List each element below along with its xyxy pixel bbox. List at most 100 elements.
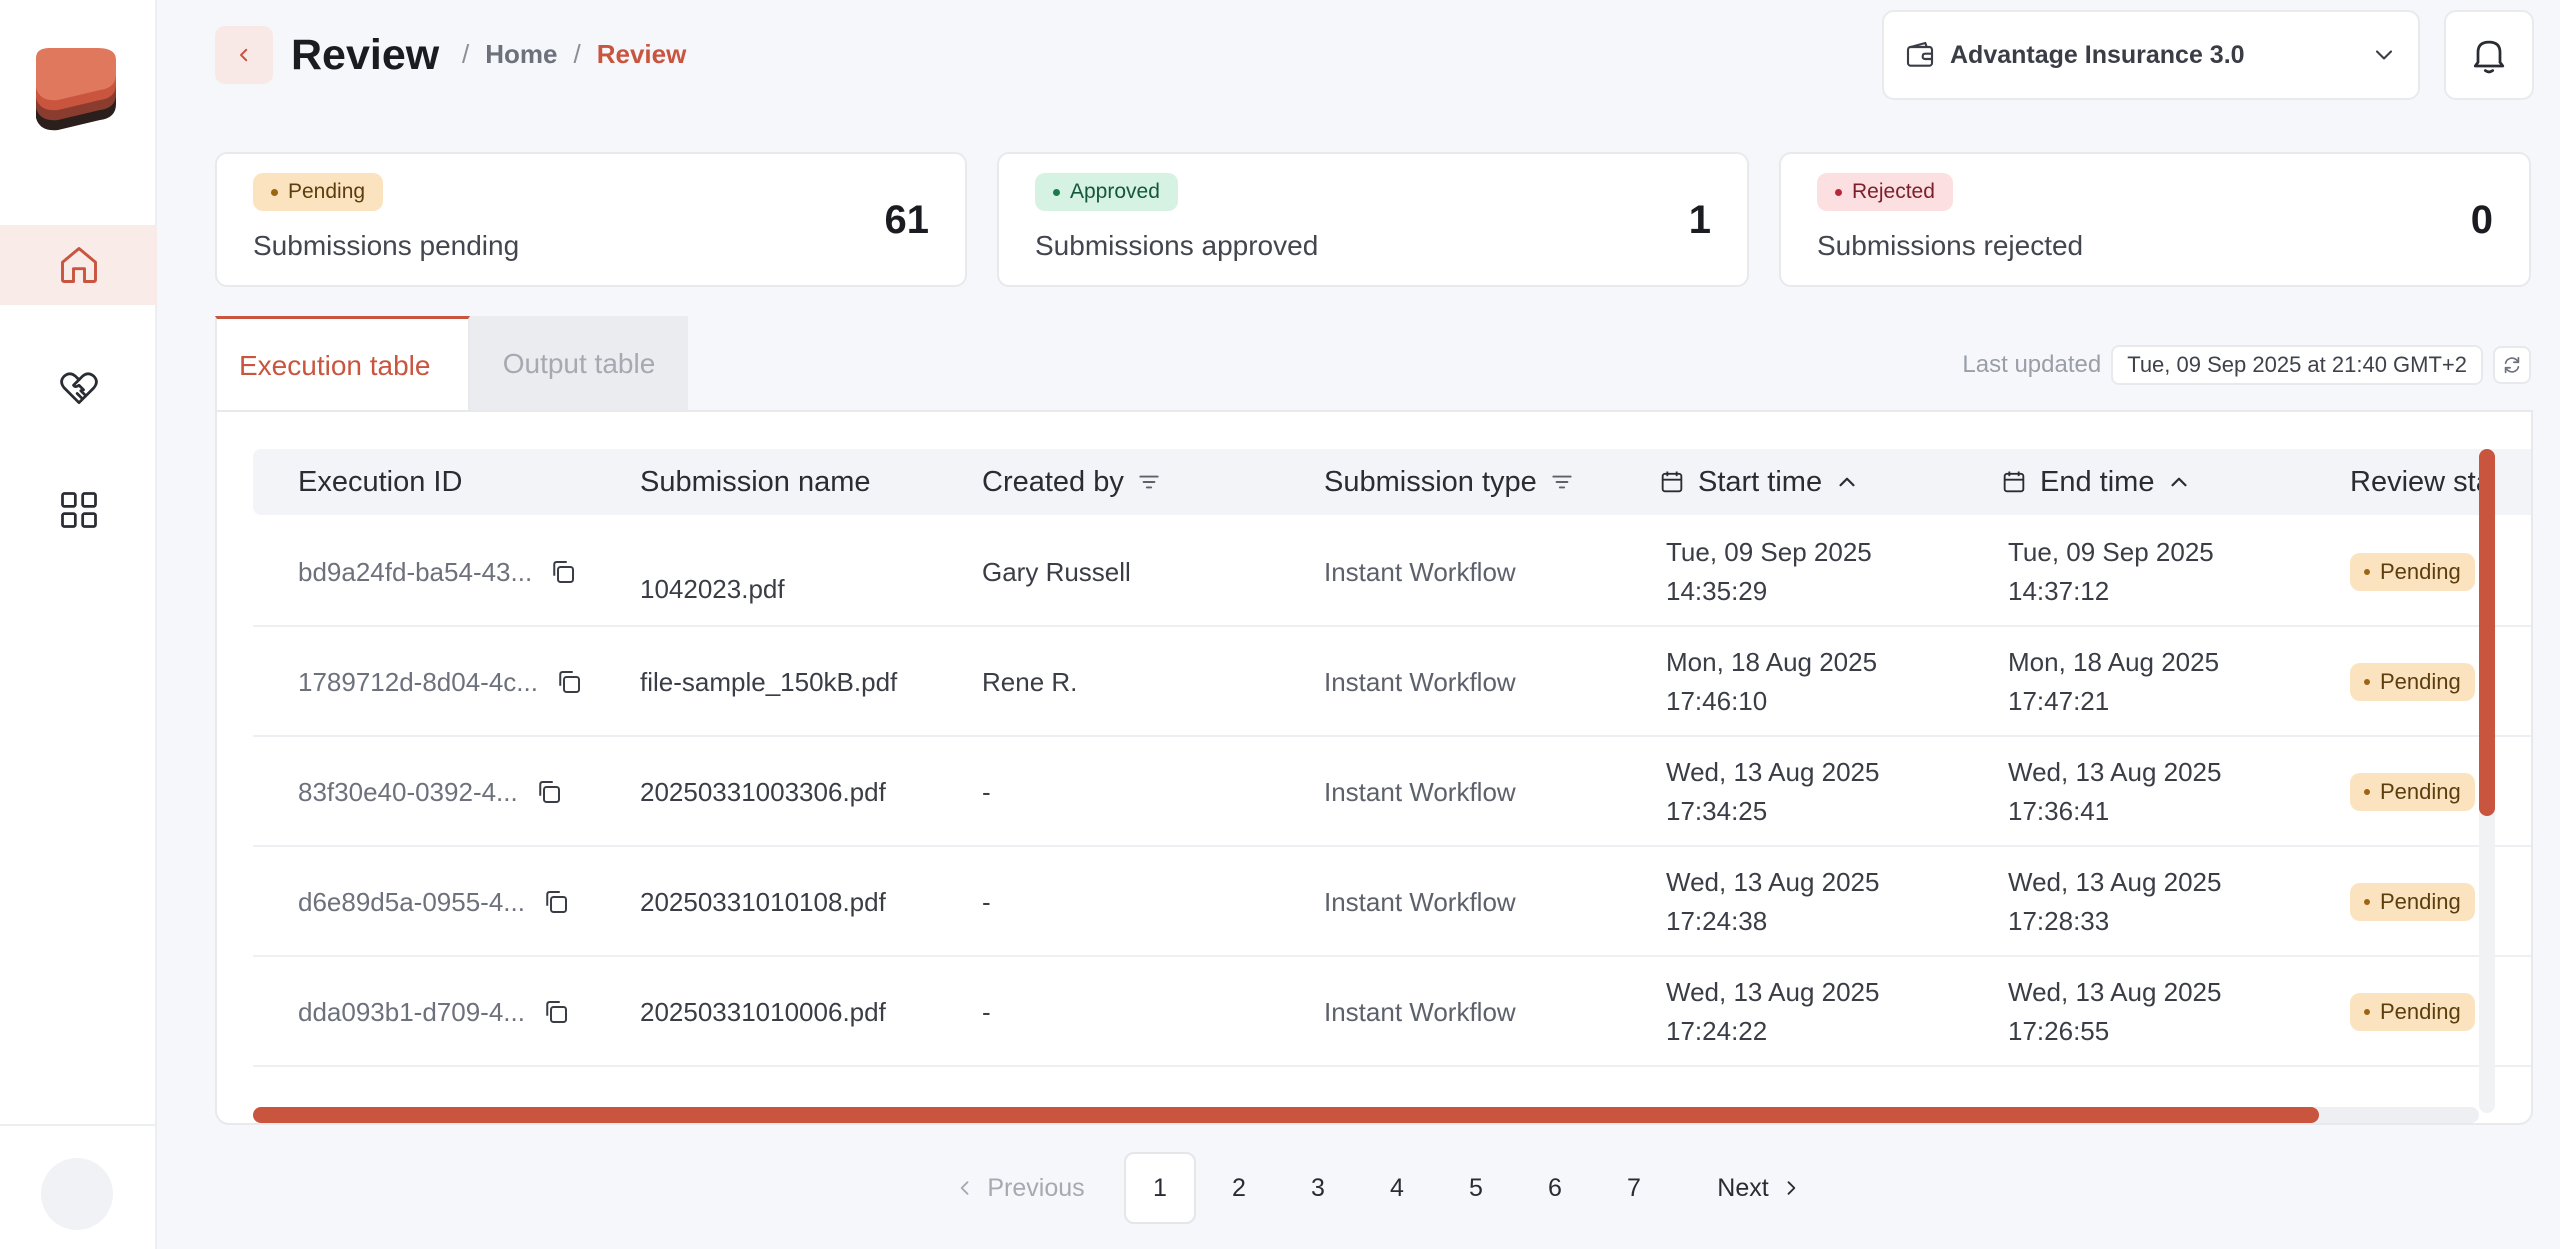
- horizontal-scrollbar-thumb[interactable]: [253, 1107, 2319, 1123]
- table-row[interactable]: 83f30e40-0392-4... 20250331003306.pdf - …: [253, 737, 2531, 847]
- status-dot: [2364, 569, 2370, 575]
- chevron-up-icon[interactable]: [1834, 469, 1860, 495]
- tab-execution-table[interactable]: Execution table: [215, 316, 470, 412]
- grid-icon: [60, 492, 97, 528]
- calendar-icon: [2003, 471, 2025, 493]
- sidebar-item-home[interactable]: [0, 225, 157, 305]
- start-clock: 17:24:22: [1666, 1016, 1768, 1046]
- copy-button[interactable]: [554, 667, 584, 697]
- execution-id-cell: dda093b1-d709-4...: [298, 957, 571, 1067]
- breadcrumb-home[interactable]: Home: [485, 39, 558, 69]
- wallet-icon: [1906, 41, 1934, 67]
- breadcrumb-separator: /: [462, 39, 470, 69]
- next-label: Next: [1717, 1173, 1769, 1202]
- status-dot: [1053, 188, 1060, 196]
- table-row[interactable]: 1789712d-8d04-4c... file-sample_150kB.pd…: [253, 627, 2531, 737]
- status-badge: Pending: [2350, 883, 2475, 921]
- refresh-button[interactable]: [2493, 346, 2531, 384]
- sidebar-item-dashboard[interactable]: [0, 470, 157, 550]
- table-row[interactable]: d6e89d5a-0955-4... 20250331010108.pdf - …: [253, 847, 2531, 957]
- last-updated-label: Last updated: [1962, 351, 2102, 378]
- tab-output-table[interactable]: Output table: [470, 316, 688, 412]
- column-header-end-time[interactable]: End time: [2000, 449, 2192, 515]
- back-button[interactable]: [215, 26, 273, 84]
- start-date: Wed, 13 Aug 2025: [1666, 757, 1880, 787]
- end-time: Wed, 13 Aug 2025 17:28:33: [2008, 847, 2221, 957]
- status-badge: Pending: [2350, 553, 2475, 591]
- copy-button[interactable]: [541, 997, 571, 1027]
- vertical-scrollbar-thumb[interactable]: [2479, 449, 2495, 816]
- status-dot: [271, 188, 278, 196]
- status-dot: [2364, 899, 2370, 905]
- page-button[interactable]: 7: [1627, 1173, 1641, 1202]
- end-date: Tue, 09 Sep 2025: [2008, 537, 2214, 567]
- submission-name: 20250331010108.pdf: [640, 886, 886, 917]
- column-header-review-status[interactable]: Review sta: [2350, 449, 2492, 515]
- column-header-execution-id[interactable]: Execution ID: [298, 449, 462, 515]
- status-badge-label: Pending: [2380, 779, 2461, 804]
- sidebar-item-partners[interactable]: [0, 348, 157, 428]
- previous-page-button[interactable]: Previous: [950, 1152, 1090, 1224]
- chevron-up-icon[interactable]: [2166, 469, 2192, 495]
- page-button[interactable]: 2: [1232, 1173, 1246, 1202]
- page-button[interactable]: 5: [1469, 1173, 1483, 1202]
- end-date: Wed, 13 Aug 2025: [2008, 867, 2222, 897]
- filter-icon[interactable]: [1549, 469, 1575, 495]
- page-button[interactable]: 6: [1548, 1173, 1562, 1202]
- column-header-submission-type[interactable]: Submission type: [1324, 449, 1575, 515]
- created-by: -: [982, 996, 991, 1027]
- filter-icon[interactable]: [1136, 469, 1162, 495]
- stat-count: 61: [884, 198, 930, 242]
- execution-id-cell: 1789712d-8d04-4c...: [298, 627, 584, 737]
- start-clock: 17:24:38: [1666, 906, 1768, 936]
- status-dot: [2364, 789, 2370, 795]
- status-badge: Pending: [253, 173, 384, 211]
- table-row[interactable]: dda093b1-d709-4... 20250331010006.pdf - …: [253, 957, 2531, 1067]
- organization-select[interactable]: Advantage Insurance 3.0: [1882, 10, 2420, 100]
- review-status-cell: Pending: [2350, 847, 2475, 957]
- copy-button[interactable]: [534, 777, 564, 807]
- page-button[interactable]: 3: [1311, 1173, 1325, 1202]
- copy-button[interactable]: [541, 887, 571, 917]
- end-time: Wed, 13 Aug 2025 17:36:41: [2008, 737, 2221, 847]
- execution-id-cell: d6e89d5a-0955-4...: [298, 847, 571, 957]
- user-avatar[interactable]: [41, 1158, 113, 1230]
- last-updated: Last updated Tue, 09 Sep 2025 at 21:40 G…: [1962, 345, 2531, 385]
- copy-button[interactable]: [548, 557, 578, 587]
- status-badge-label: Approved: [1070, 180, 1160, 203]
- home-icon: [60, 247, 97, 283]
- refresh-icon: [2504, 356, 2520, 374]
- start-time: Wed, 13 Aug 2025 17:34:25: [1666, 737, 1879, 847]
- handshake-icon: [59, 372, 98, 405]
- status-dot: [1835, 188, 1842, 196]
- column-header-submission-name[interactable]: Submission name: [640, 449, 871, 515]
- stat-card-approved: Approved Submissions approved 1: [997, 152, 1749, 287]
- start-date: Mon, 18 Aug 2025: [1666, 647, 1878, 677]
- page-title: Review: [291, 31, 440, 79]
- stat-count: 1: [1688, 198, 1711, 242]
- execution-id: dda093b1-d709-4...: [298, 996, 525, 1027]
- execution-id: d6e89d5a-0955-4...: [298, 886, 525, 917]
- status-badge-label: Pending: [2380, 999, 2461, 1024]
- submission-name: 20250331010006.pdf: [640, 996, 886, 1027]
- submission-type: Instant Workflow: [1324, 666, 1516, 697]
- submission-type: Instant Workflow: [1324, 776, 1516, 807]
- column-label: Execution ID: [298, 465, 463, 498]
- chevron-left-icon: [961, 1181, 969, 1195]
- stat-card-pending: Pending Submissions pending 61: [215, 152, 967, 287]
- table-row[interactable]: bd9a24fd-ba54-43... 1042023.pdf Gary Rus…: [253, 517, 2531, 627]
- end-clock: 14:37:12: [2008, 576, 2110, 606]
- notifications-button[interactable]: [2444, 10, 2534, 100]
- column-header-created-by[interactable]: Created by: [982, 449, 1162, 515]
- column-header-start-time[interactable]: Start time: [1658, 449, 1860, 515]
- start-date: Tue, 09 Sep 2025: [1666, 537, 1872, 567]
- next-page-button[interactable]: Next: [1704, 1152, 1814, 1224]
- start-clock: 17:46:10: [1666, 686, 1768, 716]
- page-button[interactable]: 1: [1124, 1152, 1196, 1224]
- column-label: Start time: [1698, 465, 1823, 498]
- page-button[interactable]: 4: [1390, 1173, 1404, 1202]
- status-badge: Pending: [2350, 773, 2475, 811]
- stat-label: Submissions pending: [253, 230, 520, 261]
- calendar-icon: [1661, 471, 1683, 493]
- chevron-down-icon: [2375, 50, 2393, 60]
